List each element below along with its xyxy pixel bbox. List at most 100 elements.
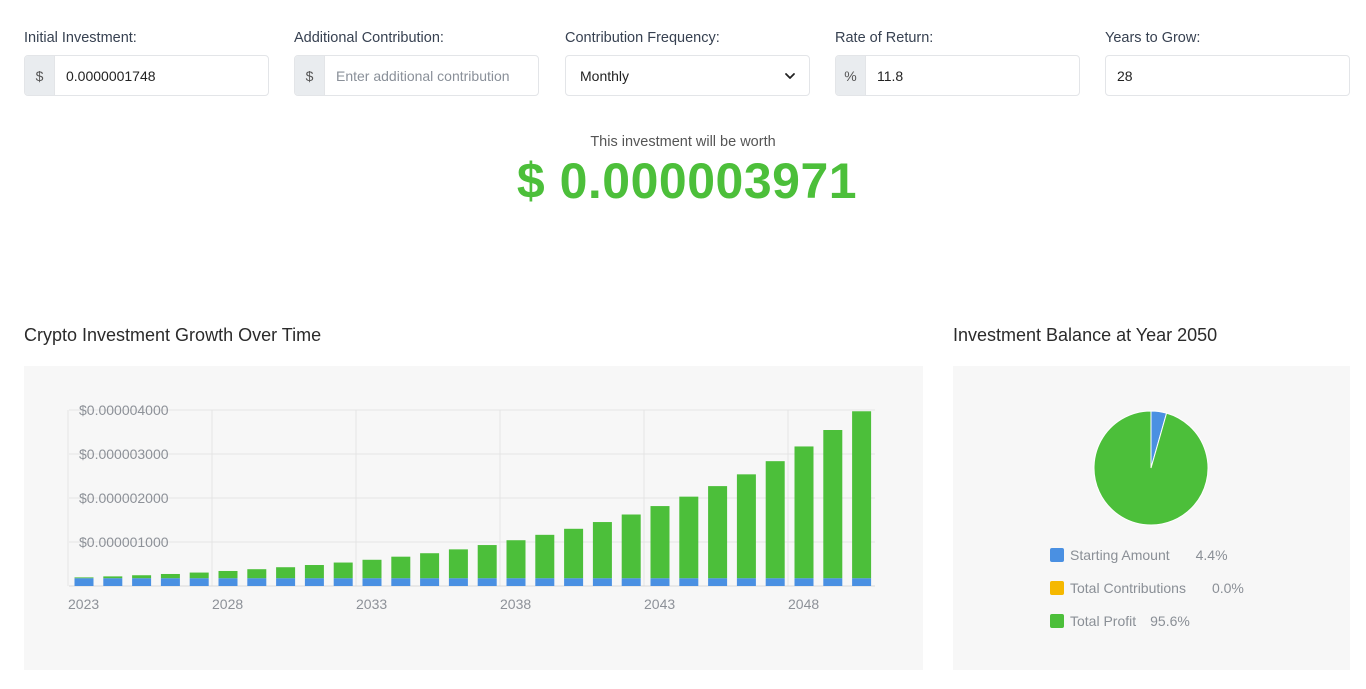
contribution-frequency-select[interactable]: Monthly: [565, 55, 810, 96]
bar-profit-2038: [506, 540, 526, 579]
pie-chart-panel: Starting Amount 4.4% Total Contributions…: [953, 366, 1350, 670]
bar-starting-2049: [823, 578, 843, 586]
bar-starting-2037: [477, 578, 497, 586]
x-tick-label: 2023: [68, 596, 99, 612]
bar-profit-2031: [304, 565, 324, 579]
bar-profit-2048: [794, 446, 814, 579]
bar-starting-2032: [333, 578, 353, 586]
legend-label-profit: Total Profit: [1070, 613, 1137, 629]
bar-profit-2050: [852, 411, 872, 579]
bar-profit-2045: [708, 486, 728, 579]
rate-of-return-label: Rate of Return:: [835, 30, 934, 46]
frequency-selected-value: Monthly: [580, 67, 630, 84]
bar-starting-2050: [852, 578, 872, 586]
growth-bar-chart: $0.000001000 $0.000002000 $0.000003000 $0.0…: [67, 402, 875, 612]
additional-contribution-input[interactable]: [325, 56, 538, 95]
bar-starting-2038: [506, 578, 526, 586]
bar-starting-2039: [535, 578, 555, 586]
initial-investment-label: Initial Investment:: [24, 30, 137, 46]
result-label: This investment will be worth: [590, 134, 776, 150]
legend-item-contributions: Total Contributions 0.0%: [1050, 580, 1244, 596]
bar-starting-2034: [391, 578, 411, 586]
bar-starting-2042: [621, 578, 641, 586]
legend-item-starting: Starting Amount 4.4%: [1050, 547, 1228, 563]
bar-profit-2032: [333, 562, 353, 579]
additional-contribution-group: $: [294, 55, 539, 96]
pie-slice-profit: [1093, 410, 1209, 526]
bar-profit-2049: [823, 430, 843, 579]
percent-prefix: %: [836, 56, 866, 95]
bar-starting-2030: [276, 578, 296, 586]
bar-profit-2034: [391, 556, 411, 579]
bar-profit-2036: [448, 549, 468, 579]
bar-starting-2029: [247, 578, 267, 586]
bar-profit-2026: [160, 573, 180, 579]
x-tick-label: 2038: [500, 596, 531, 612]
bar-starting-2028: [218, 578, 238, 586]
bar-starting-2045: [708, 578, 728, 586]
bar-starting-2025: [132, 578, 152, 586]
initial-investment-input[interactable]: [55, 56, 268, 95]
bar-starting-2041: [592, 578, 612, 586]
y-tick-label: $0.000001000: [79, 534, 169, 550]
bar-profit-2041: [592, 522, 612, 579]
legend-item-profit: Total Profit 95.6%: [1050, 613, 1190, 629]
bar-starting-2048: [794, 578, 814, 586]
x-tick-label: 2043: [644, 596, 675, 612]
dollar-prefix: $: [25, 56, 55, 95]
years-to-grow-input[interactable]: [1106, 56, 1349, 95]
bar-starting-2036: [448, 578, 468, 586]
legend-swatch-profit: [1050, 614, 1064, 628]
bar-starting-2027: [189, 578, 209, 586]
bar-profit-2044: [679, 496, 699, 579]
y-tick-label: $0.000002000: [79, 490, 169, 506]
x-tick-label: 2028: [212, 596, 243, 612]
y-tick-label: $0.000004000: [79, 402, 169, 418]
bar-starting-2033: [362, 578, 382, 586]
bar-profit-2028: [218, 570, 238, 579]
legend-label-starting: Starting Amount: [1070, 547, 1170, 563]
bar-profit-2043: [650, 506, 670, 579]
rate-of-return-group: %: [835, 55, 1080, 96]
bar-profit-2030: [276, 567, 296, 579]
bar-profit-2039: [535, 534, 555, 579]
contribution-frequency-label: Contribution Frequency:: [565, 30, 720, 46]
pie-chart-title: Investment Balance at Year 2050: [953, 325, 1218, 345]
years-to-grow-label: Years to Grow:: [1105, 30, 1201, 46]
bar-profit-2025: [132, 575, 152, 579]
investment-pie-chart: [1093, 410, 1209, 526]
bar-starting-2046: [736, 578, 756, 586]
bar-profit-2024: [103, 576, 123, 579]
legend-pct-contributions: 0.0%: [1211, 580, 1244, 596]
y-tick-label: $0.000003000: [79, 446, 169, 462]
bar-starting-2035: [420, 578, 440, 586]
dollar-prefix: $: [295, 56, 325, 95]
bar-starting-2047: [765, 578, 785, 586]
rate-of-return-input[interactable]: [866, 56, 1079, 95]
legend-swatch-starting: [1050, 548, 1064, 562]
bar-profit-2042: [621, 514, 641, 579]
legend-pct-profit: 95.6%: [1150, 613, 1190, 629]
bar-starting-2023: [74, 578, 94, 586]
bar-profit-2035: [420, 553, 440, 579]
legend-swatch-contributions: [1050, 581, 1064, 595]
bar-profit-2023: [74, 577, 94, 579]
bar-profit-2033: [362, 559, 382, 579]
bar-profit-2047: [765, 461, 785, 579]
x-tick-label: 2033: [356, 596, 387, 612]
x-tick-label: 2048: [788, 596, 819, 612]
bar-starting-2040: [564, 578, 584, 586]
bar-starting-2031: [304, 578, 324, 586]
bar-starting-2024: [103, 578, 123, 586]
bar-starting-2043: [650, 578, 670, 586]
bar-profit-2046: [736, 474, 756, 579]
bar-profit-2037: [477, 545, 497, 579]
bar-profit-2027: [189, 572, 209, 579]
initial-investment-group: $: [24, 55, 269, 96]
legend-label-contributions: Total Contributions: [1070, 580, 1186, 596]
bar-profit-2040: [564, 528, 584, 579]
chevron-down-icon: [785, 73, 795, 79]
bar-starting-2044: [679, 578, 699, 586]
additional-contribution-label: Additional Contribution:: [294, 30, 444, 46]
bar-starting-2026: [160, 578, 180, 586]
